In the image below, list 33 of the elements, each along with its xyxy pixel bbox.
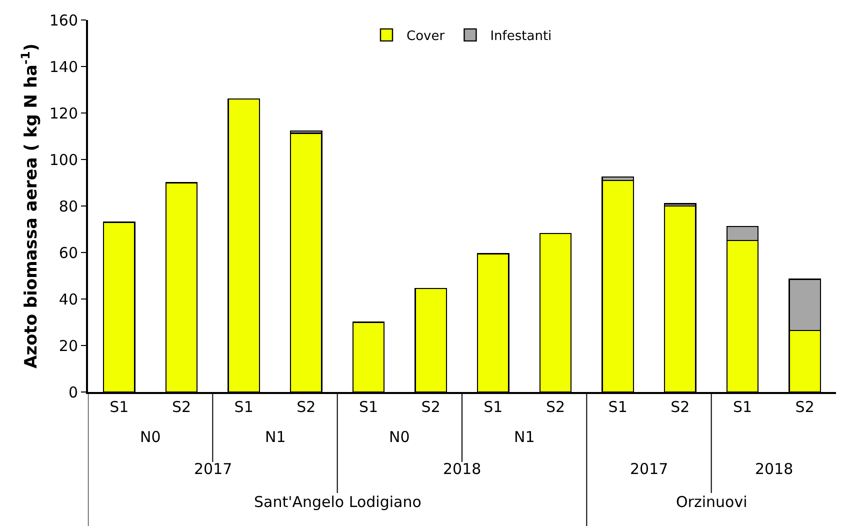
legend-label: Cover [406, 29, 446, 44]
y-tick-label: 80 [58, 197, 78, 216]
text: 2017 [194, 460, 232, 478]
y-tick-label: 140 [49, 58, 78, 76]
y-tick-label: 120 [49, 104, 78, 122]
text: N0 [140, 428, 161, 446]
text: 2017 [630, 460, 668, 478]
x-tick-label: S2 [670, 398, 690, 416]
x-tick-label: S1 [234, 398, 254, 416]
y-tick-label: 100 [49, 150, 78, 169]
y-tick-label: 60 [58, 244, 78, 262]
legend-label: Infestanti [490, 29, 552, 44]
text: Sant'Angelo Lodigiano [254, 493, 422, 511]
y-tick-label: 0 [68, 383, 78, 402]
text: N0 [389, 428, 410, 446]
x-tick-label: S1 [732, 398, 752, 416]
x-tick-label: S1 [110, 398, 129, 416]
y-tick-label: 160 [49, 11, 78, 30]
text: Orzinuovi [676, 493, 748, 511]
x-tick-label: S2 [546, 398, 566, 416]
y-tick-label: 20 [58, 336, 78, 355]
x-tick-label: S1 [358, 398, 378, 416]
text: N1 [265, 428, 286, 446]
y-tick-label: 40 [58, 290, 78, 308]
text: N1 [514, 428, 535, 446]
text: 2018 [443, 460, 482, 478]
text: 2018 [755, 460, 794, 478]
x-tick-label: S1 [608, 398, 628, 416]
x-tick-label: S2 [172, 398, 192, 416]
x-tick-label: S2 [421, 398, 440, 416]
x-tick-label: S2 [296, 398, 316, 416]
x-tick-label: S1 [484, 398, 503, 416]
x-tick-label: S2 [795, 398, 814, 416]
